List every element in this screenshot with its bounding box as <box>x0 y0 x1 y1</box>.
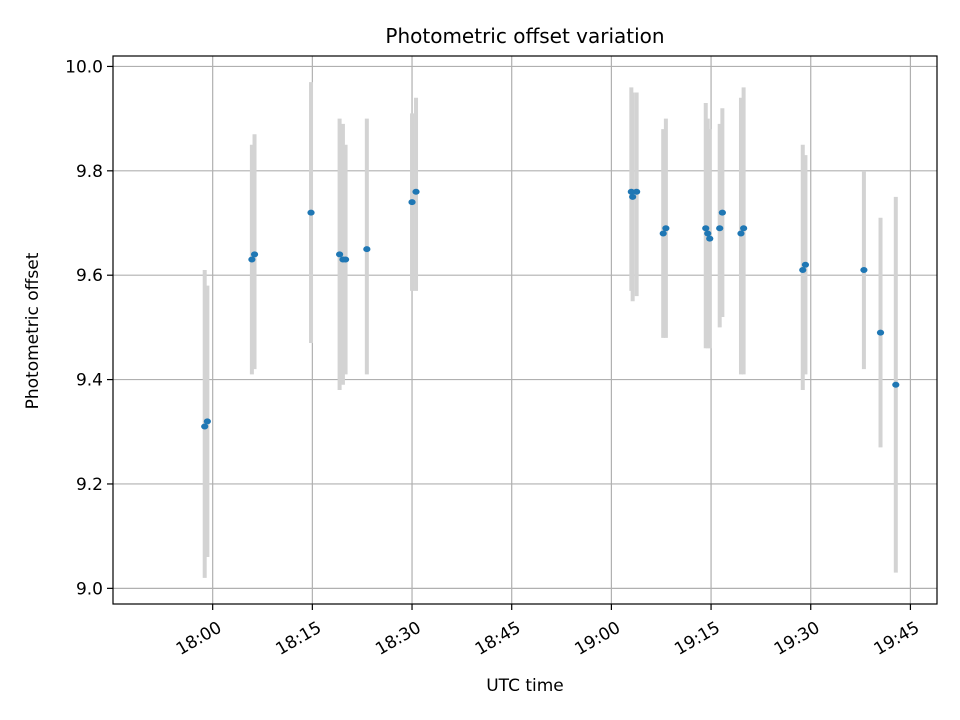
data-point <box>801 261 810 268</box>
data-point <box>633 188 641 195</box>
data-point <box>408 199 416 206</box>
data-point <box>740 225 748 232</box>
data-point <box>248 256 256 263</box>
data-point <box>336 251 344 258</box>
data-point <box>706 235 714 242</box>
data-point <box>307 209 315 216</box>
data-point <box>203 418 211 425</box>
data-point <box>737 230 745 237</box>
data-point <box>341 256 350 263</box>
y-axis-title: Photometric offset <box>23 252 43 409</box>
data-point <box>799 266 807 273</box>
chart-title: Photometric offset variation <box>385 24 664 48</box>
data-point <box>412 188 420 195</box>
y-tick-label: 9.4 <box>76 371 103 391</box>
data-point <box>627 188 635 195</box>
data-point <box>716 225 724 232</box>
data-point <box>659 230 667 237</box>
x-axis-title: UTC time <box>486 676 564 696</box>
y-tick-label: 9.2 <box>76 475 103 495</box>
y-axis: 9.0 9.2 9.4 9.6 9.8 10.0 <box>65 57 113 599</box>
data-point <box>718 209 726 216</box>
data-point <box>702 225 710 232</box>
data-point <box>892 381 900 388</box>
plot-frame <box>112 55 938 605</box>
data-point <box>860 266 868 273</box>
data-point <box>662 225 670 232</box>
data-point <box>629 193 637 200</box>
data-point <box>363 246 371 253</box>
y-tick-label: 9.0 <box>76 579 103 599</box>
data-points <box>201 188 900 430</box>
data-point <box>876 329 885 336</box>
data-point <box>201 423 209 430</box>
y-tick-label: 10.0 <box>65 57 103 77</box>
data-point <box>250 251 259 258</box>
y-tick-label: 9.8 <box>76 162 103 182</box>
y-tick-label: 9.6 <box>76 266 103 286</box>
data-point <box>704 230 712 237</box>
